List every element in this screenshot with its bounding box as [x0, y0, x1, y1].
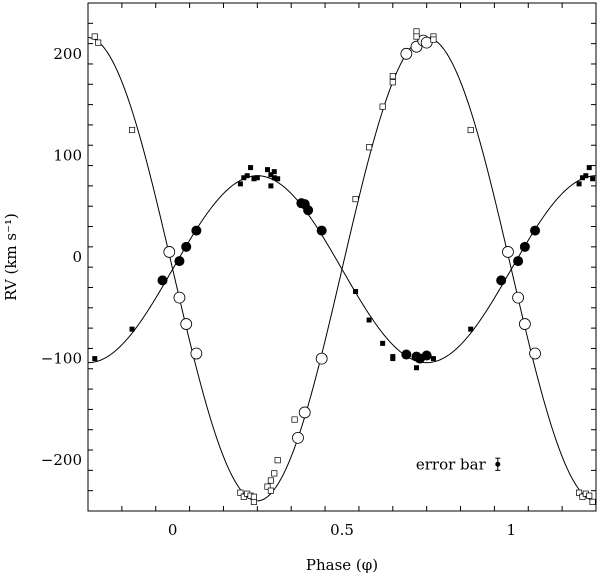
filled-square-point	[380, 340, 386, 346]
filled-square-point	[583, 173, 589, 179]
open-square-point	[267, 487, 274, 494]
open-square-point	[413, 33, 420, 40]
filled-circle-point	[513, 256, 524, 267]
open-square-point	[430, 36, 437, 43]
open-square-point	[467, 126, 474, 134]
open-circle-point	[529, 347, 541, 360]
filled-circle-point	[530, 225, 541, 236]
filled-circle-point	[421, 350, 432, 361]
filled-square-point	[129, 326, 135, 332]
filled-square-point	[244, 173, 250, 179]
filled-square-point	[271, 169, 277, 175]
open-square-point	[274, 457, 281, 464]
open-square-point	[250, 493, 257, 500]
open-circle-point	[502, 246, 514, 258]
y-tick-label: 100	[53, 146, 82, 164]
filled-square-point	[576, 181, 582, 187]
open-circle-point	[400, 47, 413, 60]
open-square-point	[413, 28, 420, 35]
error-bar-label: error bar	[416, 455, 487, 473]
filled-square-point	[275, 176, 281, 182]
filled-circle-point	[157, 275, 168, 286]
open-square-point	[352, 196, 359, 203]
open-circle-point	[173, 291, 186, 304]
open-square-point	[95, 39, 102, 46]
filled-square-point	[414, 365, 420, 371]
axis-ticks	[87, 2, 597, 512]
open-circle-point	[518, 318, 531, 330]
filled-circle-point	[181, 241, 192, 252]
filled-square-point	[366, 317, 372, 323]
tick-labels: 0 0.5 1 −200 −100 0 100 200	[41, 45, 516, 539]
open-square-point	[267, 477, 274, 484]
plot-frame	[87, 2, 597, 512]
open-circle-point	[292, 431, 304, 444]
filled-circle-point	[519, 241, 530, 252]
error-bar-annotation: error bar	[416, 455, 501, 473]
filled-square-point	[586, 165, 592, 171]
filled-square-point	[268, 183, 274, 189]
error-bar-point	[495, 461, 501, 467]
fit-curve	[87, 37, 597, 502]
filled-circle-point	[496, 275, 507, 286]
filled-square-point	[468, 326, 474, 332]
open-square-point	[366, 144, 373, 151]
filled-square-point	[251, 176, 257, 182]
filled-circle-point	[316, 225, 327, 236]
open-circle-point	[190, 347, 203, 360]
open-square-point	[586, 492, 593, 499]
x-tick-label: 1	[507, 521, 517, 539]
filled-square-point	[254, 175, 260, 181]
open-square-point	[128, 126, 136, 134]
filled-square-point	[390, 356, 396, 362]
x-tick-label: 0.5	[330, 521, 354, 539]
open-square-point	[250, 498, 257, 505]
filled-square-point	[579, 175, 585, 181]
open-circle-point	[163, 246, 176, 258]
filled-square-point	[430, 356, 436, 362]
data-points	[91, 28, 596, 505]
filled-circle-point	[191, 225, 202, 236]
open-square-point	[271, 470, 278, 477]
x-axis-label: Phase (φ)	[306, 556, 378, 574]
filled-circle-point	[401, 349, 412, 360]
filled-square-point	[241, 175, 247, 181]
filled-square-point	[237, 181, 243, 187]
filled-square-point	[248, 165, 254, 171]
filled-square-point	[264, 167, 270, 173]
open-square-point	[589, 498, 596, 505]
open-square-point	[389, 73, 396, 80]
x-tick-label: 0	[168, 521, 178, 539]
y-tick-label: 0	[72, 248, 82, 266]
open-square-point	[237, 489, 244, 496]
open-circle-point	[180, 318, 193, 330]
filled-square-point	[353, 289, 359, 295]
open-circle-point	[298, 406, 311, 419]
y-axis-label: RV (km s⁻¹)	[2, 213, 20, 301]
open-square-point	[291, 416, 298, 423]
filled-circle-point	[174, 256, 185, 267]
y-tick-label: −200	[41, 451, 82, 469]
filled-square-point	[92, 356, 98, 362]
open-circle-point	[315, 352, 328, 365]
open-square-point	[264, 483, 271, 490]
open-circle-point	[512, 291, 525, 304]
open-square-point	[379, 103, 386, 110]
open-square-point	[91, 33, 98, 40]
fit-curves	[87, 37, 597, 502]
open-square-point	[389, 79, 396, 86]
filled-square-point	[271, 175, 277, 181]
open-square-point	[576, 489, 583, 496]
filled-square-point	[590, 176, 596, 182]
y-tick-label: 200	[53, 45, 82, 63]
y-tick-label: −100	[41, 350, 82, 368]
filled-square-point	[268, 172, 274, 178]
filled-circle-point	[303, 205, 314, 216]
